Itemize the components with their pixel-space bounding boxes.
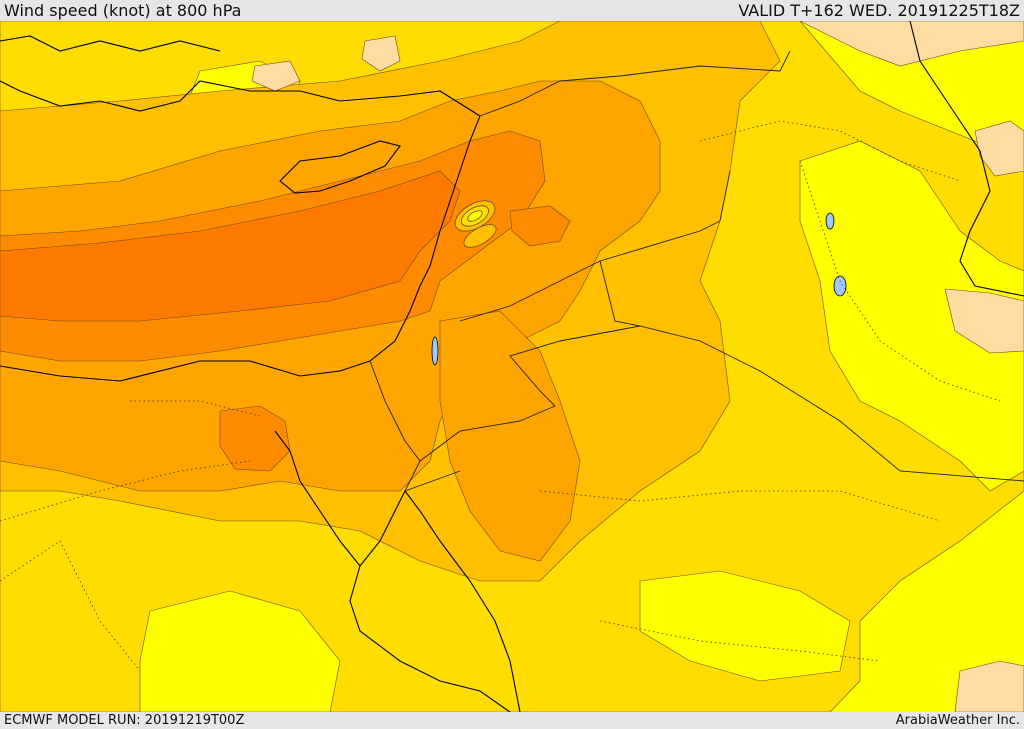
wind-patch-yellow-southwest [139, 590, 341, 712]
wind-patch-calm-se [954, 660, 1024, 712]
map-header: Wind speed (knot) at 800 hPa VALID T+162… [0, 0, 1024, 21]
wind-band-very-high-east [509, 205, 571, 247]
wind-patch-calm-e [944, 288, 1024, 354]
coastlines [0, 21, 1024, 712]
valid-time: VALID T+162 WED. 20191225T18Z [738, 1, 1020, 20]
wind-band-max [0, 170, 461, 322]
wind-patch-yellow-east [799, 140, 1024, 492]
admin-boundaries [0, 120, 1001, 672]
model-run: ECMWF MODEL RUN: 20191219T00Z [4, 713, 245, 728]
map-title: Wind speed (knot) at 800 hPa [4, 1, 242, 20]
wind-patch-calm-n2 [251, 60, 301, 92]
country-borders [369, 50, 1024, 492]
wind-map-canvas [0, 21, 1024, 712]
wind-band-high-tongue [439, 310, 581, 562]
lakes [431, 212, 847, 366]
map-footer: ECMWF MODEL RUN: 20191219T00Z ArabiaWeat… [0, 712, 1024, 729]
wind-speed-map[interactable] [0, 21, 1024, 712]
wind-patch-yellow-south [639, 570, 851, 682]
wind-patch-calm-e2 [974, 120, 1024, 177]
wind-patch-calm-ne [799, 21, 1024, 67]
wind-patch-calm-n [361, 35, 401, 72]
jet-contours [454, 200, 497, 248]
wind-band-very-high-south [219, 405, 291, 472]
credit: ArabiaWeather Inc. [895, 713, 1020, 728]
